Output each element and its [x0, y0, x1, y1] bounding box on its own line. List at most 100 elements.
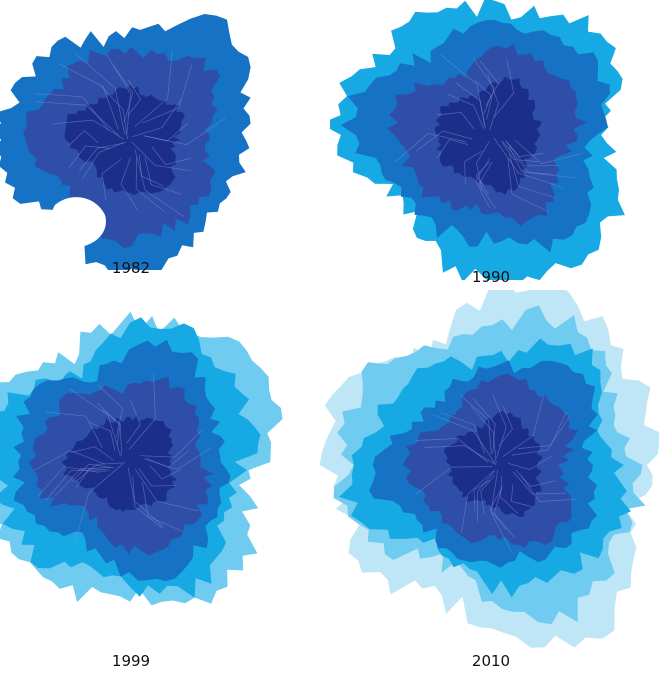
year-label-2010: 2010	[471, 652, 511, 670]
commune-boundary	[45, 411, 103, 448]
commune-boundary	[126, 400, 141, 444]
commune-boundary	[55, 467, 114, 497]
commune-boundary	[470, 406, 497, 464]
commune-boundary	[69, 388, 121, 457]
commune-boundary	[447, 93, 485, 130]
map-panel-1982	[0, 14, 251, 270]
commune-boundary	[149, 465, 182, 480]
commune-boundary	[440, 54, 486, 127]
commune-boundary	[88, 421, 116, 452]
commune-boundary	[490, 469, 514, 555]
commune-boundary	[394, 133, 466, 163]
commune-boundary	[493, 57, 515, 118]
commune-boundary	[33, 450, 105, 471]
commune-boundary	[493, 137, 563, 189]
commune-boundary	[74, 461, 126, 543]
commune-boundary	[128, 373, 156, 450]
commune-boundary	[492, 394, 507, 459]
commune-boundary	[424, 445, 496, 465]
commune-boundary	[501, 140, 576, 179]
commune-boundary	[138, 468, 177, 487]
commune-boundary	[498, 405, 513, 446]
commune-boundary	[79, 142, 124, 172]
commune-boundary	[138, 154, 165, 187]
commune-boundary	[131, 141, 191, 172]
density-band-6	[443, 411, 543, 517]
year-label-1990: 1990	[471, 268, 511, 286]
commune-boundary	[461, 470, 495, 533]
commune-boundary	[518, 411, 567, 449]
commune-boundary	[415, 438, 488, 463]
commune-boundary	[145, 118, 226, 146]
commune-boundary	[58, 63, 119, 130]
commune-boundary	[477, 470, 496, 522]
commune-boundary	[480, 475, 495, 515]
commune-boundary	[97, 384, 124, 438]
commune-boundary	[472, 57, 495, 120]
commune-boundary	[515, 469, 556, 487]
commune-boundary	[502, 396, 544, 457]
commune-boundary	[75, 53, 126, 135]
commune-boundary	[514, 139, 582, 164]
commune-boundary	[143, 447, 211, 470]
commune-boundary	[507, 158, 550, 213]
commune-boundary	[464, 151, 482, 185]
commune-boundary	[132, 475, 164, 529]
commune-boundary	[472, 398, 496, 454]
commune-boundary	[70, 446, 114, 461]
map-panel-1999	[0, 311, 283, 606]
commune-boundary	[134, 149, 184, 217]
map-panel-1990	[330, 0, 625, 280]
commune-boundary	[433, 414, 496, 464]
commune-boundary	[501, 141, 539, 162]
density-band-4	[434, 76, 542, 195]
commune-boundary	[82, 141, 126, 179]
commune-boundary	[511, 484, 531, 507]
commune-boundary	[436, 112, 475, 130]
commune-boundary	[520, 475, 576, 502]
commune-boundary	[135, 157, 165, 212]
commune-boundary	[512, 471, 567, 495]
commune-boundary	[45, 469, 107, 501]
commune-boundary	[142, 65, 192, 124]
commune-boundary	[112, 64, 134, 122]
commune-boundary	[134, 50, 173, 127]
commune-boundary	[507, 455, 552, 470]
commune-boundary	[474, 80, 492, 114]
unbuilt-gap	[50, 197, 106, 248]
commune-boundary	[493, 486, 516, 538]
commune-boundary	[475, 161, 490, 195]
commune-boundary	[441, 412, 486, 454]
commune-boundary	[505, 140, 544, 157]
commune-boundary	[52, 119, 124, 140]
commune-boundary	[132, 99, 182, 138]
commune-boundary	[475, 157, 491, 209]
commune-boundary	[139, 429, 204, 458]
commune-boundary	[415, 466, 493, 495]
commune-boundary	[508, 146, 554, 175]
commune-boundary	[71, 463, 111, 483]
commune-boundary	[101, 408, 121, 445]
commune-boundary	[436, 138, 469, 159]
commune-boundary	[68, 130, 99, 146]
commune-boundary	[146, 450, 190, 468]
commune-boundary	[500, 475, 519, 514]
commune-boundary	[127, 467, 163, 527]
commune-boundary	[101, 159, 122, 201]
commune-boundary	[74, 462, 123, 483]
year-label-1999: 1999	[111, 652, 151, 670]
commune-boundary	[489, 489, 507, 531]
commune-boundary	[144, 157, 182, 195]
commune-boundary	[120, 157, 139, 211]
commune-boundary	[415, 130, 472, 152]
commune-boundary	[35, 101, 120, 137]
commune-boundary	[100, 85, 128, 140]
commune-boundary	[127, 79, 142, 116]
commune-boundary	[135, 468, 199, 512]
year-label-1982: 1982	[111, 259, 151, 277]
commune-boundary	[34, 93, 110, 131]
commune-boundary	[459, 394, 492, 455]
map-panel-2010	[319, 290, 660, 648]
